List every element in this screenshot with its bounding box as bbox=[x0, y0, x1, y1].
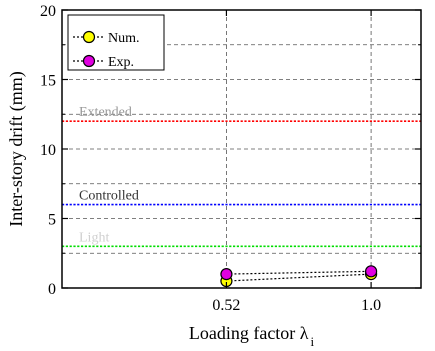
x-tick-label: 0.52 bbox=[212, 297, 240, 314]
x-axis-ticks: 0.52 1.0 bbox=[212, 10, 381, 314]
y-axis-ticks: 0 5 10 15 20 bbox=[40, 3, 421, 298]
y-tick-label: 20 bbox=[40, 3, 56, 20]
legend-label: Exp. bbox=[108, 55, 134, 70]
series-line bbox=[226, 270, 372, 275]
y-tick-label: 10 bbox=[40, 142, 56, 159]
y-axis-label: Inter-story drift (mm) bbox=[6, 71, 27, 227]
legend-marker bbox=[82, 54, 96, 68]
y-tick-label: 5 bbox=[48, 212, 56, 229]
y-tick-label: 15 bbox=[40, 73, 56, 90]
legend-label: Num. bbox=[108, 31, 140, 46]
data-series bbox=[220, 265, 378, 288]
data-point bbox=[364, 265, 378, 278]
x-tick-label: 1.0 bbox=[361, 297, 381, 314]
x-axis-label-main: Loading factor λ bbox=[189, 323, 309, 343]
legend-marker bbox=[82, 30, 96, 44]
reference-line-label: Controlled bbox=[79, 189, 139, 204]
reference-line-label: Extended bbox=[79, 105, 132, 120]
reference-line-label: Light bbox=[79, 230, 109, 245]
series-line bbox=[226, 273, 372, 282]
y-tick-label: 0 bbox=[48, 281, 56, 298]
reference-lines: Extended Controlled Light bbox=[62, 105, 421, 248]
x-axis-label-subscript: i bbox=[311, 334, 315, 349]
legend: Num. Exp. bbox=[67, 14, 165, 71]
data-point bbox=[220, 268, 233, 281]
